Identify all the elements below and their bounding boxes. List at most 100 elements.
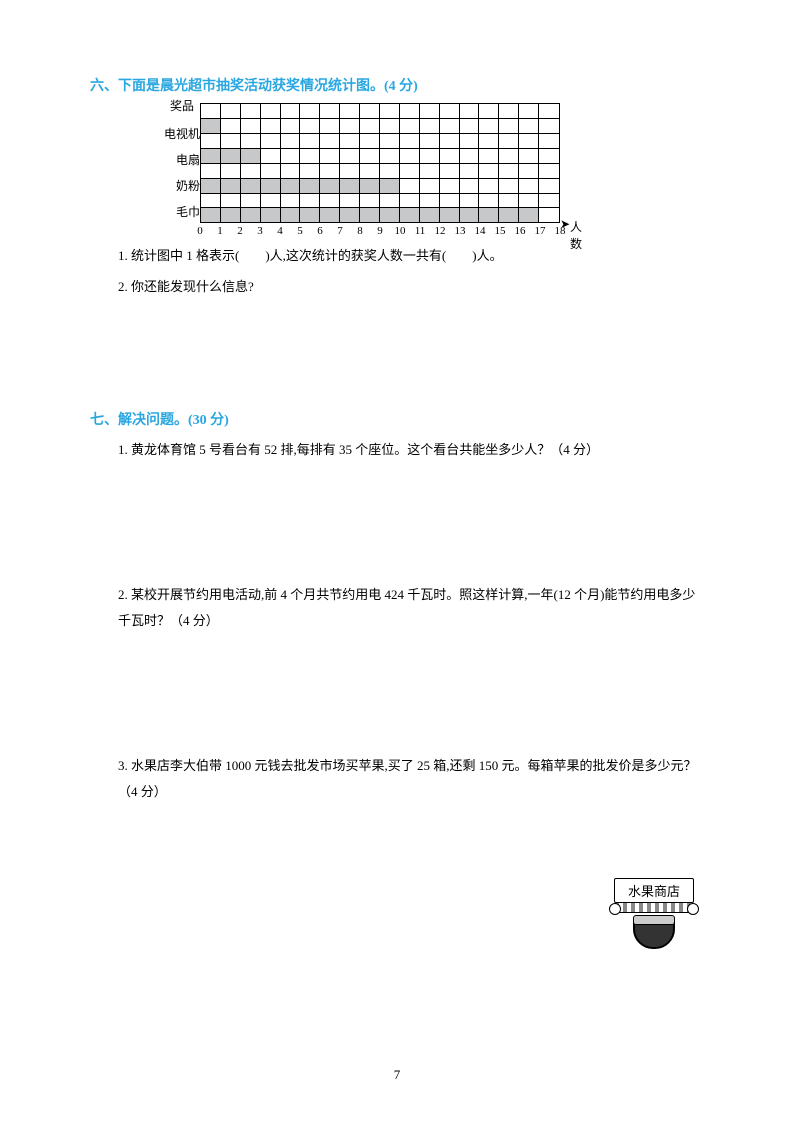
chart-cell bbox=[400, 179, 420, 194]
bar-chart: 奖品 电视机 电扇 奶粉 毛巾 ➤ 人数 0123456789101112131… bbox=[150, 103, 590, 238]
chart-cell bbox=[539, 179, 559, 194]
shop-awning-icon bbox=[614, 903, 694, 913]
chart-cell bbox=[499, 119, 519, 134]
chart-cell bbox=[221, 134, 241, 149]
chart-cell bbox=[519, 134, 539, 149]
chart-cell bbox=[261, 119, 281, 134]
chart-cell bbox=[479, 149, 499, 164]
chart-cell bbox=[241, 149, 261, 164]
chart-row bbox=[201, 179, 559, 194]
chart-row bbox=[201, 194, 559, 209]
chart-cell bbox=[320, 149, 340, 164]
chart-cell bbox=[539, 164, 559, 179]
chart-cell bbox=[400, 134, 420, 149]
chart-cell bbox=[479, 194, 499, 209]
chart-cell bbox=[380, 208, 400, 223]
x-tick-label: 1 bbox=[210, 225, 230, 237]
chart-cell bbox=[201, 104, 221, 119]
chart-cell bbox=[420, 194, 440, 209]
chart-cell bbox=[300, 179, 320, 194]
chart-cell bbox=[241, 119, 261, 134]
chart-cell bbox=[340, 149, 360, 164]
section-7-q2: 2. 某校开展节约用电活动,前 4 个月共节约用电 424 千瓦时。照这样计算,… bbox=[118, 582, 704, 634]
chart-cell bbox=[539, 104, 559, 119]
chart-cell bbox=[460, 134, 480, 149]
chart-cell bbox=[380, 134, 400, 149]
chart-cell bbox=[360, 179, 380, 194]
chart-cell bbox=[519, 119, 539, 134]
chart-cell bbox=[201, 179, 221, 194]
chart-cell bbox=[380, 119, 400, 134]
chart-cell bbox=[340, 119, 360, 134]
chart-cell bbox=[380, 149, 400, 164]
chart-cell bbox=[499, 149, 519, 164]
chart-cell bbox=[400, 208, 420, 223]
chart-cell bbox=[460, 179, 480, 194]
chart-cell bbox=[281, 179, 301, 194]
chart-cell bbox=[281, 208, 301, 223]
page-number: 7 bbox=[0, 1067, 794, 1083]
chart-cell bbox=[400, 149, 420, 164]
chart-cell bbox=[539, 194, 559, 209]
chart-cell bbox=[320, 134, 340, 149]
chart-cell bbox=[360, 164, 380, 179]
chart-cell bbox=[440, 194, 460, 209]
chart-cell bbox=[400, 104, 420, 119]
chart-cell bbox=[420, 104, 440, 119]
chart-cell bbox=[320, 179, 340, 194]
chart-cell bbox=[261, 149, 281, 164]
chart-cell bbox=[241, 194, 261, 209]
chart-cell bbox=[380, 179, 400, 194]
chart-cell bbox=[440, 164, 460, 179]
chart-cell bbox=[499, 104, 519, 119]
chart-cell bbox=[221, 104, 241, 119]
chart-cell bbox=[440, 179, 460, 194]
chart-cell bbox=[261, 194, 281, 209]
chart-cell bbox=[440, 208, 460, 223]
section-7-q3: 3. 水果店李大伯带 1000 元钱去批发市场买苹果,买了 25 箱,还剩 15… bbox=[118, 753, 704, 805]
chart-cell bbox=[340, 134, 360, 149]
chart-cell bbox=[221, 179, 241, 194]
x-tick-label: 16 bbox=[510, 225, 530, 237]
chart-cell bbox=[221, 194, 241, 209]
chart-cell bbox=[241, 134, 261, 149]
chart-cell bbox=[261, 164, 281, 179]
chart-cell bbox=[281, 149, 301, 164]
y-label-fan: 电扇 bbox=[160, 151, 200, 168]
chart-row bbox=[201, 134, 559, 149]
chart-cell bbox=[460, 164, 480, 179]
chart-cell bbox=[300, 119, 320, 134]
chart-cell bbox=[261, 208, 281, 223]
chart-cell bbox=[320, 119, 340, 134]
chart-cell bbox=[320, 164, 340, 179]
chart-cell bbox=[340, 104, 360, 119]
chart-cell bbox=[400, 119, 420, 134]
fruit-shop-illustration: 水果商店 bbox=[614, 878, 694, 949]
chart-cell bbox=[201, 119, 221, 134]
chart-cell bbox=[300, 194, 320, 209]
chart-cell bbox=[360, 134, 380, 149]
chart-cell bbox=[360, 104, 380, 119]
chart-cell bbox=[281, 134, 301, 149]
x-tick-label: 17 bbox=[530, 225, 550, 237]
chart-cell bbox=[300, 134, 320, 149]
chart-cell bbox=[201, 208, 221, 223]
chart-container: 奖品 电视机 电扇 奶粉 毛巾 ➤ 人数 0123456789101112131… bbox=[150, 103, 704, 238]
chart-cell bbox=[320, 104, 340, 119]
x-tick-label: 12 bbox=[430, 225, 450, 237]
x-tick-label: 9 bbox=[370, 225, 390, 237]
x-tick-label: 14 bbox=[470, 225, 490, 237]
chart-cell bbox=[320, 208, 340, 223]
chart-cell bbox=[281, 164, 301, 179]
chart-cell bbox=[440, 104, 460, 119]
chart-cell bbox=[420, 164, 440, 179]
chart-cell bbox=[261, 134, 281, 149]
x-tick-label: 4 bbox=[270, 225, 290, 237]
chart-cell bbox=[539, 149, 559, 164]
chart-cell bbox=[201, 134, 221, 149]
chart-cell bbox=[440, 134, 460, 149]
chart-cell bbox=[499, 208, 519, 223]
chart-cell bbox=[499, 134, 519, 149]
x-tick-label: 6 bbox=[310, 225, 330, 237]
chart-cell bbox=[380, 194, 400, 209]
